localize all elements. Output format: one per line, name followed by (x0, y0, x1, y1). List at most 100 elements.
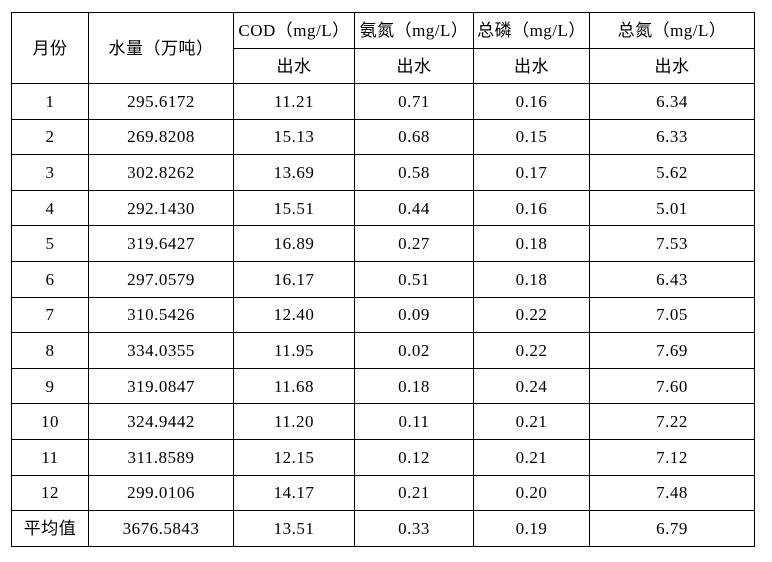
value-cell: 0.16 (473, 189, 590, 227)
value-cell: 0.19 (473, 510, 590, 547)
month-cell: 平均值 (11, 510, 89, 547)
header-total-nitrogen: 总氮（mg/L） (589, 12, 755, 49)
value-cell: 11.21 (233, 83, 355, 120)
value-cell: 297.0579 (88, 260, 234, 298)
value-cell: 302.8262 (88, 154, 234, 191)
value-cell: 0.51 (354, 260, 474, 298)
value-cell: 5.62 (589, 154, 755, 191)
month-cell: 2 (11, 118, 89, 156)
value-cell: 15.13 (233, 118, 355, 156)
table-row: 6 297.0579 16.17 0.51 0.18 6.43 (11, 260, 755, 298)
value-cell: 0.20 (473, 474, 590, 512)
subheader-cod-effluent: 出水 (233, 48, 355, 84)
value-cell: 324.9442 (88, 403, 234, 440)
value-cell: 13.51 (233, 510, 355, 547)
header-water-volume: 水量（万吨） (88, 12, 234, 84)
value-cell: 0.68 (354, 118, 474, 156)
value-cell: 6.79 (589, 510, 755, 547)
value-cell: 13.69 (233, 154, 355, 191)
table-row: 5 319.6427 16.89 0.27 0.18 7.53 (11, 225, 755, 262)
month-cell: 6 (11, 260, 89, 298)
header-row-sub: 出水 出水 出水 出水 (12, 48, 755, 84)
value-cell: 0.24 (473, 367, 590, 405)
value-cell: 334.0355 (88, 332, 234, 369)
value-cell: 0.18 (473, 225, 590, 262)
month-cell: 4 (11, 189, 89, 227)
table-row: 平均值 3676.5843 13.51 0.33 0.19 6.79 (11, 510, 755, 547)
value-cell: 11.68 (233, 367, 355, 405)
value-cell: 16.89 (233, 225, 355, 262)
month-cell: 8 (11, 332, 89, 369)
subheader-nitrogen-effluent: 出水 (589, 48, 755, 84)
value-cell: 0.27 (354, 225, 474, 262)
value-cell: 16.17 (233, 260, 355, 298)
value-cell: 0.17 (473, 154, 590, 191)
value-cell: 0.58 (354, 154, 474, 191)
value-cell: 7.60 (589, 367, 755, 405)
value-cell: 0.22 (473, 332, 590, 369)
value-cell: 3676.5843 (88, 510, 234, 547)
value-cell: 0.44 (354, 189, 474, 227)
value-cell: 0.15 (473, 118, 590, 156)
value-cell: 0.21 (354, 474, 474, 512)
value-cell: 0.33 (354, 510, 474, 547)
month-cell: 1 (11, 83, 89, 120)
value-cell: 5.01 (589, 189, 755, 227)
value-cell: 7.48 (589, 474, 755, 512)
table-row: 12 299.0106 14.17 0.21 0.20 7.48 (11, 474, 755, 512)
header-cod: COD（mg/L） (233, 12, 355, 49)
value-cell: 15.51 (233, 189, 355, 227)
table-body: 1 295.6172 11.21 0.71 0.16 6.34 2 269.8208 15.13… (11, 83, 755, 547)
value-cell: 310.5426 (88, 296, 234, 334)
table-row: 3 302.8262 13.69 0.58 0.17 5.62 (11, 154, 755, 191)
value-cell: 0.02 (354, 332, 474, 369)
value-cell: 0.21 (473, 438, 590, 476)
table-header: 月份 水量（万吨） COD（mg/L） 氨氮（mg/L） 总磷（mg/L） 总氮… (11, 12, 755, 84)
header-row-top: 月份 水量（万吨） COD（mg/L） 氨氮（mg/L） 总磷（mg/L） 总氮… (11, 12, 755, 84)
table-row: 4 292.1430 15.51 0.44 0.16 5.01 (11, 189, 755, 227)
value-cell: 0.18 (354, 367, 474, 405)
value-cell: 319.6427 (88, 225, 234, 262)
value-cell: 295.6172 (88, 83, 234, 120)
month-cell: 10 (11, 403, 89, 440)
value-cell: 6.34 (589, 83, 755, 120)
value-cell: 14.17 (233, 474, 355, 512)
month-cell: 11 (11, 438, 89, 476)
month-cell: 7 (11, 296, 89, 334)
header-ammonia-nitrogen: 氨氮（mg/L） (354, 12, 474, 49)
value-cell: 299.0106 (88, 474, 234, 512)
value-cell: 319.0847 (88, 367, 234, 405)
value-cell: 0.71 (354, 83, 474, 120)
value-cell: 11.95 (233, 332, 355, 369)
month-cell: 5 (11, 225, 89, 262)
value-cell: 0.22 (473, 296, 590, 334)
table-row: 1 295.6172 11.21 0.71 0.16 6.34 (11, 83, 755, 120)
month-cell: 9 (11, 367, 89, 405)
value-cell: 6.43 (589, 260, 755, 298)
value-cell: 6.33 (589, 118, 755, 156)
table-row: 7 310.5426 12.40 0.09 0.22 7.05 (11, 296, 755, 334)
value-cell: 12.40 (233, 296, 355, 334)
value-cell: 292.1430 (88, 189, 234, 227)
value-cell: 0.21 (473, 403, 590, 440)
value-cell: 7.53 (589, 225, 755, 262)
value-cell: 7.69 (589, 332, 755, 369)
table-row: 8 334.0355 11.95 0.02 0.22 7.69 (11, 332, 755, 369)
value-cell: 7.12 (589, 438, 755, 476)
value-cell: 0.16 (473, 83, 590, 120)
value-cell: 0.12 (354, 438, 474, 476)
month-cell: 3 (11, 154, 89, 191)
value-cell: 0.09 (354, 296, 474, 334)
table-row: 9 319.0847 11.68 0.18 0.24 7.60 (11, 367, 755, 405)
subheader-ammonia-effluent: 出水 (354, 48, 474, 84)
value-cell: 269.8208 (88, 118, 234, 156)
header-total-phosphorus: 总磷（mg/L） (473, 12, 590, 49)
subheader-phosphorus-effluent: 出水 (473, 48, 590, 84)
month-cell: 12 (11, 474, 89, 512)
value-cell: 11.20 (233, 403, 355, 440)
value-cell: 311.8589 (88, 438, 234, 476)
value-cell: 0.11 (354, 403, 474, 440)
value-cell: 7.05 (589, 296, 755, 334)
table-row: 2 269.8208 15.13 0.68 0.15 6.33 (11, 118, 755, 156)
